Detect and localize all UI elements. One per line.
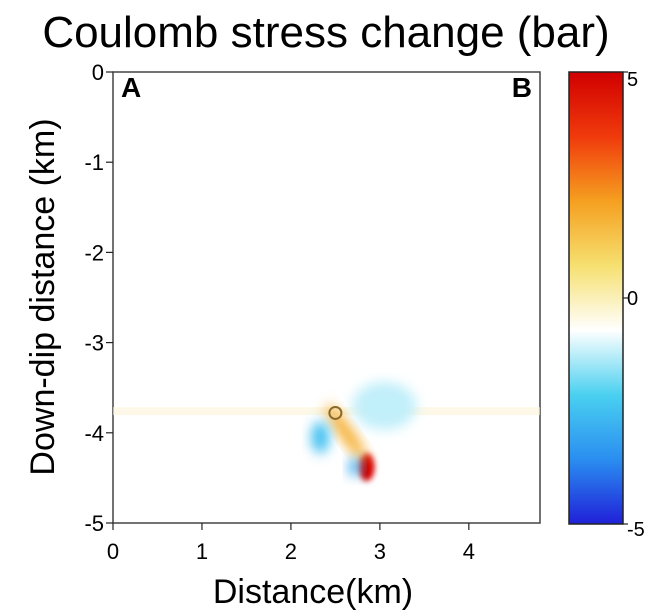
x-tick-label: 3 (374, 539, 386, 564)
y-tick-label: -5 (84, 511, 104, 536)
stress-negative-lobe (311, 421, 330, 454)
y-axis: 0 -1 -2 -3 -4 -5 (84, 60, 113, 536)
colorbar-tick-label: 5 (627, 69, 638, 91)
stress-negative-lobe (352, 381, 417, 430)
corner-label-b: B (512, 72, 532, 103)
x-axis: 0 1 2 3 4 (107, 523, 475, 564)
hypocenter-marker (328, 405, 343, 420)
y-tick-label: -1 (84, 150, 104, 175)
y-tick-label: -3 (84, 331, 104, 356)
y-tick-label: -2 (84, 240, 104, 265)
stress-negative-lobe (348, 458, 361, 477)
x-tick-label: 0 (107, 539, 119, 564)
colorbar (568, 71, 624, 525)
plot-area (112, 71, 541, 524)
corner-label-a: A (121, 72, 141, 103)
colorbar-ticks: 5 0 -5 (623, 69, 645, 541)
y-tick-label: 0 (92, 60, 104, 85)
y-tick-label: -4 (84, 421, 104, 446)
x-tick-label: 4 (463, 539, 475, 564)
x-tick-label: 1 (196, 539, 208, 564)
x-tick-label: 2 (285, 539, 297, 564)
y-axis-label: Down-dip distance (km) (24, 118, 62, 475)
colorbar-tick-label: -5 (627, 519, 645, 541)
x-axis-label: Distance(km) (213, 573, 413, 611)
chart-title: Coulomb stress change (bar) (42, 8, 609, 57)
colorbar-tick-label: 0 (627, 288, 638, 310)
